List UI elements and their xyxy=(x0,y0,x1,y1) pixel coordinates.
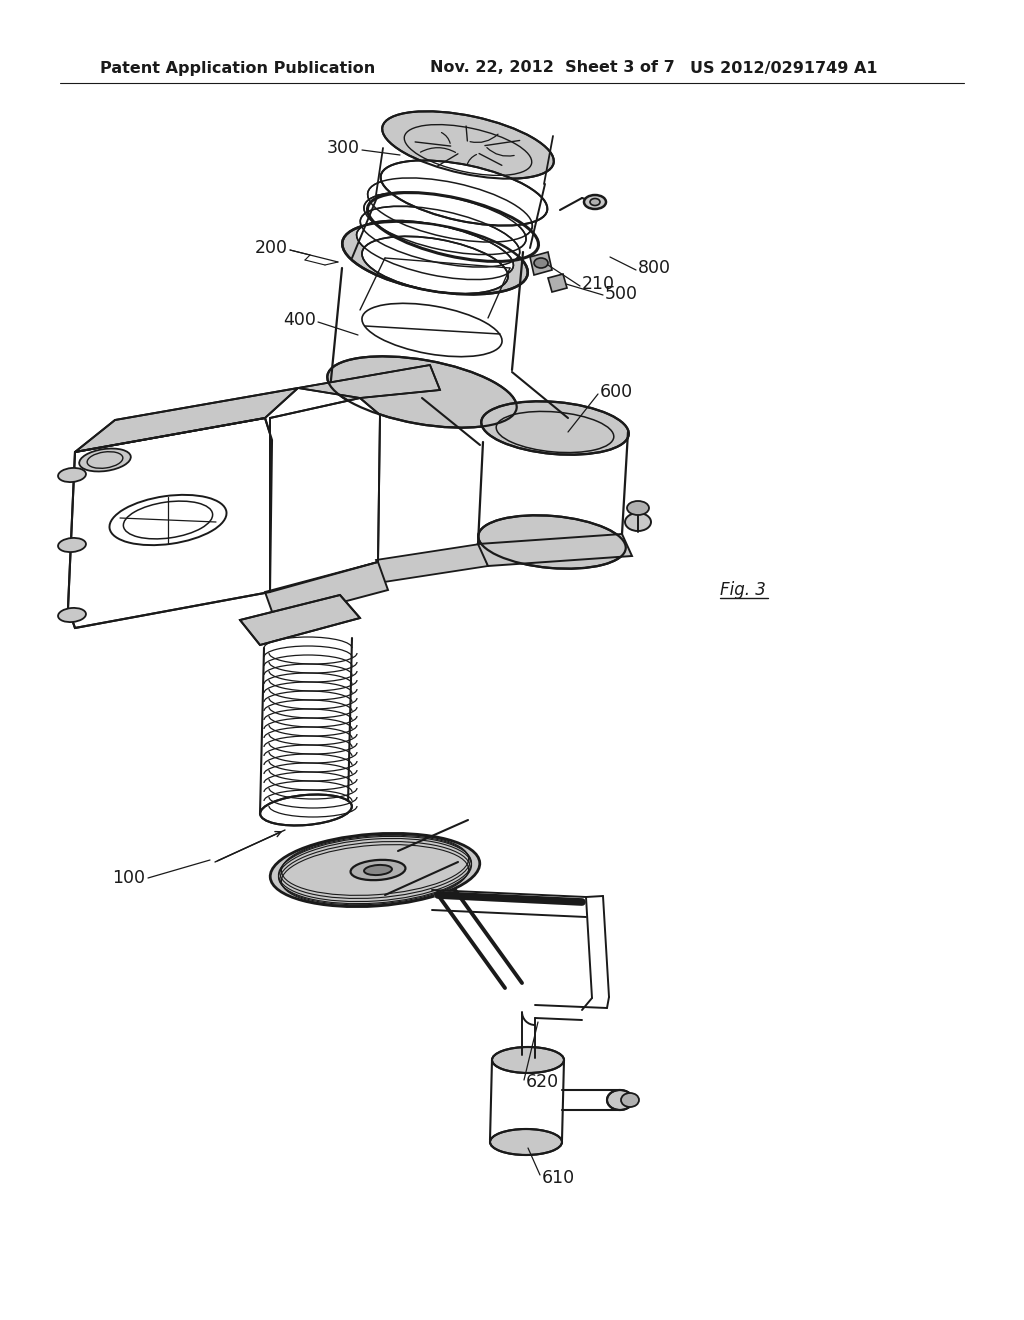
Ellipse shape xyxy=(368,178,532,242)
Polygon shape xyxy=(298,366,440,399)
Ellipse shape xyxy=(342,222,527,294)
Ellipse shape xyxy=(360,206,520,267)
Text: 610: 610 xyxy=(542,1170,575,1187)
Polygon shape xyxy=(240,595,360,645)
Ellipse shape xyxy=(481,401,629,454)
Ellipse shape xyxy=(328,356,517,428)
Ellipse shape xyxy=(350,859,406,880)
Text: Fig. 3: Fig. 3 xyxy=(720,581,766,599)
Polygon shape xyxy=(68,418,272,628)
Ellipse shape xyxy=(270,833,480,907)
Ellipse shape xyxy=(58,467,86,482)
Ellipse shape xyxy=(625,513,651,531)
Polygon shape xyxy=(478,535,632,566)
Ellipse shape xyxy=(362,236,508,293)
Text: 400: 400 xyxy=(283,312,316,329)
Ellipse shape xyxy=(356,220,513,280)
Ellipse shape xyxy=(534,257,548,268)
Ellipse shape xyxy=(607,1090,633,1110)
Ellipse shape xyxy=(110,495,226,545)
Ellipse shape xyxy=(364,193,526,255)
Ellipse shape xyxy=(627,502,649,515)
Text: US 2012/0291749 A1: US 2012/0291749 A1 xyxy=(690,61,878,75)
Ellipse shape xyxy=(490,1129,562,1155)
Polygon shape xyxy=(75,388,298,451)
Text: 300: 300 xyxy=(327,139,360,157)
Text: 200: 200 xyxy=(255,239,288,257)
Text: Nov. 22, 2012  Sheet 3 of 7: Nov. 22, 2012 Sheet 3 of 7 xyxy=(430,61,675,75)
Text: 210: 210 xyxy=(582,275,615,293)
Ellipse shape xyxy=(621,1093,639,1107)
Ellipse shape xyxy=(260,795,352,825)
Polygon shape xyxy=(530,252,552,275)
Ellipse shape xyxy=(478,515,626,569)
Ellipse shape xyxy=(58,609,86,622)
Ellipse shape xyxy=(381,161,548,226)
Text: 800: 800 xyxy=(638,259,671,277)
Ellipse shape xyxy=(364,865,392,875)
Text: 100: 100 xyxy=(112,869,145,887)
Polygon shape xyxy=(265,562,388,620)
Text: 600: 600 xyxy=(600,383,633,401)
Polygon shape xyxy=(270,399,380,591)
Text: Patent Application Publication: Patent Application Publication xyxy=(100,61,375,75)
Polygon shape xyxy=(376,544,488,582)
Polygon shape xyxy=(548,275,567,292)
Ellipse shape xyxy=(590,198,600,206)
Ellipse shape xyxy=(492,1047,564,1073)
Ellipse shape xyxy=(58,539,86,552)
Text: 620: 620 xyxy=(526,1073,559,1092)
Ellipse shape xyxy=(584,195,606,209)
Ellipse shape xyxy=(79,449,131,471)
Ellipse shape xyxy=(382,111,554,178)
Text: 500: 500 xyxy=(605,285,638,304)
